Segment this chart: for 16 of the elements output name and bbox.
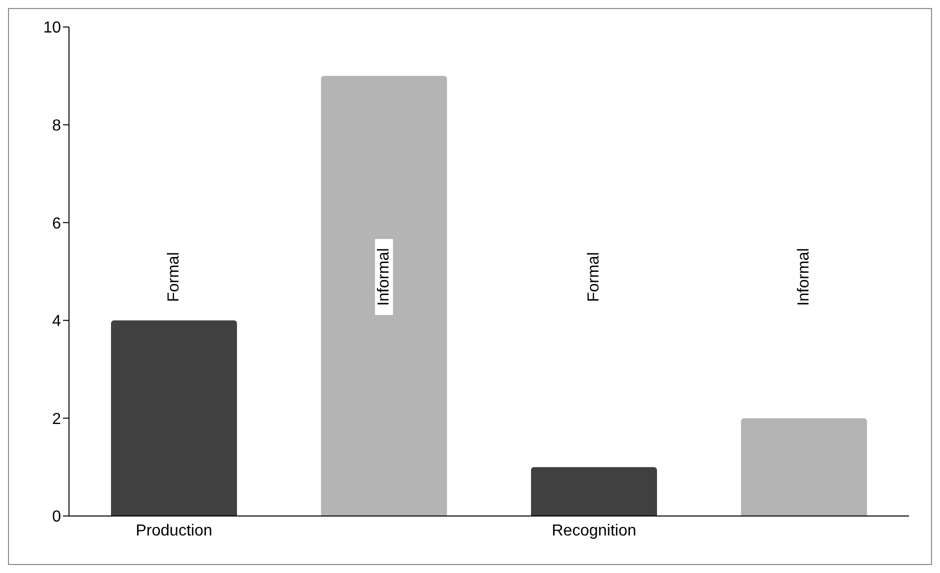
- series-label: Informal: [376, 248, 392, 306]
- y-tick-label: 2: [52, 410, 62, 428]
- bar: [741, 418, 867, 516]
- x-tick-label: Production: [136, 522, 212, 540]
- y-tick-label: 0: [52, 508, 62, 526]
- y-tick-label: 8: [52, 117, 62, 134]
- x-tick-label: Recognition: [552, 522, 636, 540]
- y-tick-label: 10: [43, 20, 62, 37]
- y-tick-label: 6: [52, 215, 62, 232]
- text: Formal: [166, 252, 182, 302]
- text: Formal: [586, 252, 602, 302]
- text: Informal: [796, 248, 812, 306]
- bar: [531, 467, 657, 516]
- bar: [111, 320, 237, 516]
- bar: [321, 76, 447, 516]
- y-tick-label: 4: [52, 313, 62, 330]
